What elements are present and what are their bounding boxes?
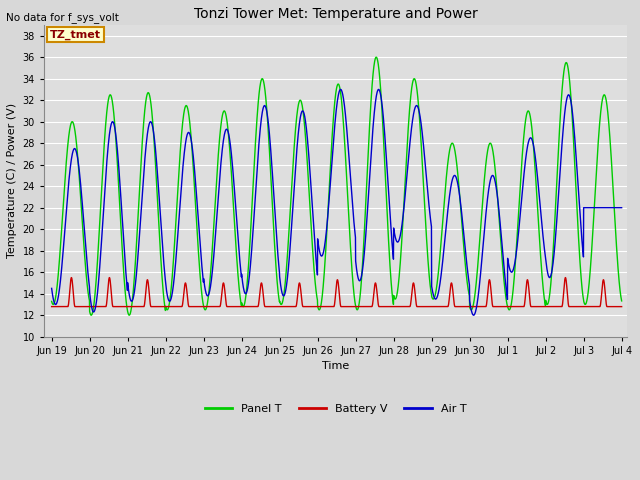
- X-axis label: Time: Time: [322, 361, 349, 372]
- Text: No data for f_sys_volt: No data for f_sys_volt: [6, 12, 119, 23]
- Text: TZ_tmet: TZ_tmet: [50, 29, 101, 40]
- Title: Tonzi Tower Met: Temperature and Power: Tonzi Tower Met: Temperature and Power: [194, 7, 477, 21]
- Legend: Panel T, Battery V, Air T: Panel T, Battery V, Air T: [200, 399, 471, 419]
- Y-axis label: Temperature (C) / Power (V): Temperature (C) / Power (V): [7, 103, 17, 258]
